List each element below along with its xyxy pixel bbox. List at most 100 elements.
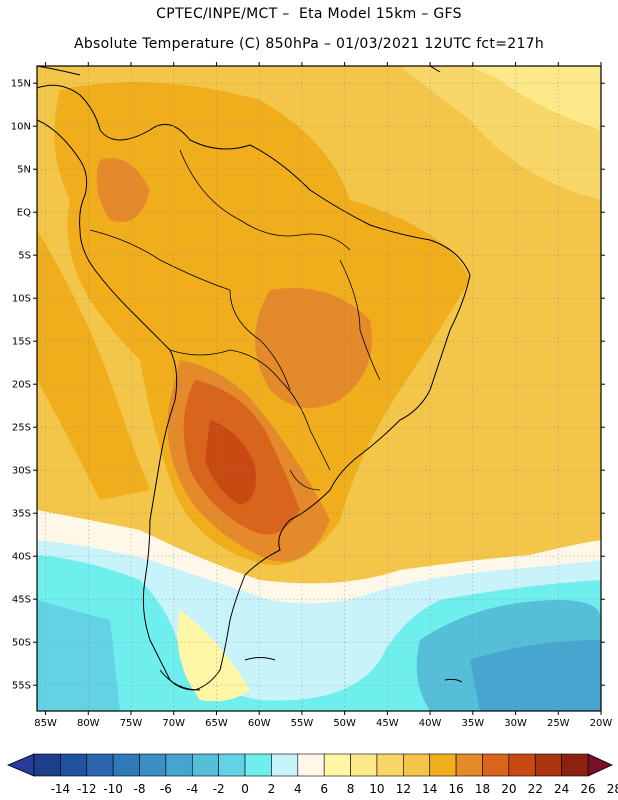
colorbar-label: 20	[501, 782, 516, 796]
lon-tick-label: 20W	[590, 718, 613, 729]
lat-tick-label: 50S	[12, 638, 31, 649]
colorbar-label: -6	[160, 782, 172, 796]
colorbar-swatch	[534, 753, 562, 777]
lat-tick-label: 15N	[11, 79, 31, 90]
lon-tick-label: 55W	[291, 718, 314, 729]
country-borders	[89, 149, 381, 491]
colorbar-label: 14	[422, 782, 437, 796]
colorbar-swatch	[350, 753, 378, 777]
colorbar-swatch	[139, 753, 167, 777]
map-frame	[36, 65, 602, 712]
lon-tick-label: 35W	[462, 718, 485, 729]
falkland-islands	[244, 657, 276, 661]
border-bolivia-chile	[169, 349, 281, 381]
lon-tick-label: 60W	[248, 718, 271, 729]
lon-tick-label: 65W	[205, 718, 228, 729]
lon-tick-label: 80W	[77, 718, 100, 729]
colorbar-label: 24	[554, 782, 569, 796]
lon-tick-label: 50W	[333, 718, 356, 729]
colorbar-swatch	[323, 753, 351, 777]
colorbar-swatch	[112, 753, 140, 777]
lat-tick-label: 10S	[12, 294, 31, 305]
colorbar-swatch	[165, 753, 193, 777]
map-title-line-1: CPTEC/INPE/MCT – Eta Model 15km – GFS	[156, 6, 462, 22]
lon-tick-label: 70W	[162, 718, 185, 729]
colorbar-label: -4	[186, 782, 198, 796]
colorbar-label: 2	[268, 782, 276, 796]
colorbar-swatch	[33, 753, 61, 777]
colorbar-swatch	[244, 753, 272, 777]
border-colombia-peru	[89, 229, 231, 291]
colorbar-label: 4	[294, 782, 302, 796]
border-peru-bolivia	[229, 289, 291, 391]
central-america-coast	[37, 66, 81, 76]
field-0-2-sw	[37, 600, 120, 711]
colorbar-label: -10	[103, 782, 123, 796]
colorbar-swatch	[191, 753, 219, 777]
lat-tick-label: 5S	[18, 251, 31, 262]
colorbar-swatch	[60, 753, 88, 777]
colorbar-swatch	[86, 753, 114, 777]
lon-tick-label: 30W	[504, 718, 527, 729]
border-venezuela-colombia	[179, 149, 351, 251]
colorbar-label: -8	[134, 782, 146, 796]
lon-tick-label: 75W	[120, 718, 143, 729]
lat-tick-label: 15S	[12, 337, 31, 348]
colorbar: -14 -12 -10 -8 -6 -4 -2 0 2 4 6 8 10 12 14 16 18 20 22 24 26…	[6, 753, 618, 796]
temperature-field	[37, 66, 601, 711]
latitude-axis: 15N 10N 5N EQ 5S 10S 15S 20S 25S 30S 35S 40S 45S 50S 5…	[11, 79, 605, 692]
colorbar-label: 22	[528, 782, 543, 796]
lon-tick-label: 40W	[419, 718, 442, 729]
field-16-18-pacific	[37, 230, 150, 500]
longitude-axis: 85W 80W 75W 70W 65W 60W 55W 50W 45W 40W 35W 30W 25W 2…	[34, 62, 612, 729]
colorbar-label: 8	[347, 782, 355, 796]
lon-tick-label: 25W	[547, 718, 570, 729]
colorbar-under-arrow	[6, 753, 35, 777]
lat-tick-label: EQ	[17, 208, 31, 219]
lat-tick-label: 45S	[12, 595, 31, 606]
colorbar-swatch	[271, 753, 299, 777]
lat-tick-label: 10N	[11, 122, 31, 133]
lon-tick-label: 45W	[376, 718, 399, 729]
lat-tick-label: 30S	[12, 466, 31, 477]
colorbar-label: 26	[580, 782, 595, 796]
south-georgia	[444, 678, 463, 683]
colorbar-label: -2	[213, 782, 225, 796]
lat-tick-label: 40S	[12, 552, 31, 563]
colorbar-swatch	[429, 753, 457, 777]
south-america-coast	[37, 84, 471, 691]
lat-tick-label: 5N	[17, 165, 31, 176]
colorbar-label: 12	[396, 782, 411, 796]
colorbar-swatch	[508, 753, 536, 777]
colorbar-swatch	[297, 753, 325, 777]
colorbar-label: 18	[475, 782, 490, 796]
colorbar-swatch	[403, 753, 431, 777]
colorbar-over-arrow	[587, 753, 613, 777]
map-title-line-2: Absolute Temperature (C) 850hPa – 01/03/…	[73, 36, 545, 52]
field-18-20-andes-north	[96, 158, 150, 222]
colorbar-label: -12	[77, 782, 97, 796]
colorbar-swatch	[376, 753, 404, 777]
colorbar-swatch	[482, 753, 510, 777]
colorbar-label: -14	[51, 782, 71, 796]
lat-tick-label: 25S	[12, 423, 31, 434]
colorbar-label: 10	[369, 782, 384, 796]
colorbar-swatch	[455, 753, 483, 777]
lat-tick-label: 20S	[12, 380, 31, 391]
field-8-10-patagonia	[177, 610, 250, 702]
border-brazil-states	[339, 259, 381, 381]
colorbar-swatch	[218, 753, 246, 777]
field-18-20-central	[255, 288, 372, 408]
border-uruguay	[289, 469, 321, 491]
lesser-antilles	[429, 66, 441, 73]
colorbar-label: 0	[241, 782, 249, 796]
lat-tick-label: 55S	[12, 681, 31, 692]
lon-tick-label: 85W	[34, 718, 57, 729]
colorbar-label: 16	[448, 782, 463, 796]
field-minus4-minus2-se	[470, 640, 601, 711]
field-22-24-core	[205, 420, 256, 505]
colorbar-swatch	[561, 753, 589, 777]
colorbar-label: 28	[607, 782, 618, 796]
field-10-12-ne	[470, 66, 601, 130]
